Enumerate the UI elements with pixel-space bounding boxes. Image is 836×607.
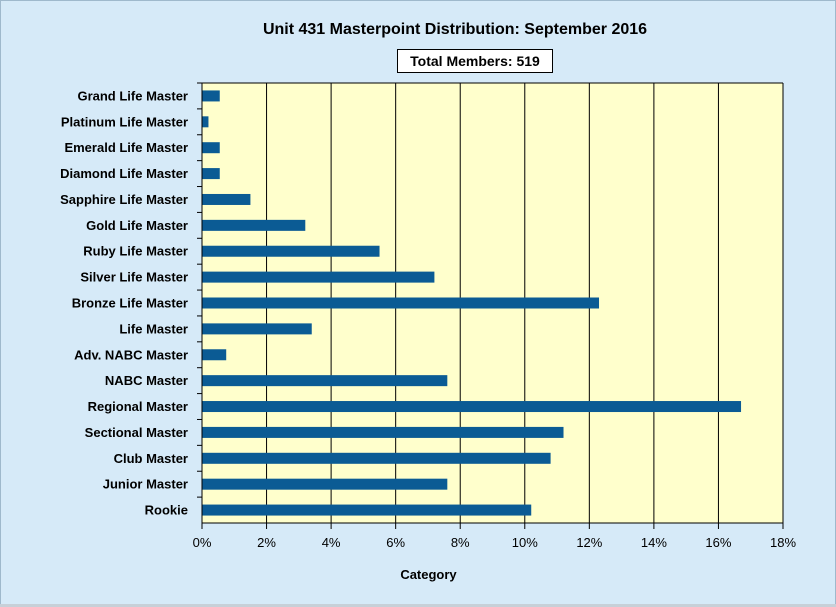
category-label: Junior Master: [103, 477, 188, 492]
bar: [202, 452, 551, 464]
bar: [202, 90, 220, 102]
category-label: Emerald Life Master: [64, 140, 188, 155]
bar: [202, 219, 306, 231]
bar: [202, 297, 600, 309]
bar: [202, 401, 742, 413]
category-label: Adv. NABC Master: [74, 347, 188, 362]
bar: [202, 245, 380, 257]
category-label: Sapphire Life Master: [60, 192, 188, 207]
bar: [202, 426, 564, 438]
x-tick-label: 8%: [451, 535, 470, 550]
category-label: Grand Life Master: [77, 88, 188, 103]
x-tick-label: 4%: [322, 535, 341, 550]
x-tick-label: 12%: [576, 535, 602, 550]
x-tick-label: 6%: [386, 535, 405, 550]
bar: [202, 116, 209, 128]
x-tick-label: 14%: [641, 535, 667, 550]
category-label: Sectional Master: [85, 425, 188, 440]
bar: [202, 168, 220, 180]
bottom-divider: [0, 604, 836, 607]
bar: [202, 142, 220, 154]
category-label: Club Master: [114, 451, 188, 466]
category-label: Ruby Life Master: [83, 244, 188, 259]
category-label: Regional Master: [88, 399, 188, 414]
total-members-box: Total Members: 519: [397, 49, 553, 73]
bar: [202, 193, 251, 205]
category-label: Gold Life Master: [86, 218, 188, 233]
category-label: Silver Life Master: [80, 270, 188, 285]
category-label: Bronze Life Master: [72, 296, 188, 311]
bar: [202, 375, 448, 387]
x-tick-label: 16%: [705, 535, 731, 550]
bars: [202, 90, 742, 516]
x-tick-label: 10%: [512, 535, 538, 550]
x-tick-label: 0%: [193, 535, 212, 550]
category-label: Diamond Life Master: [60, 166, 188, 181]
x-tick-labels: 0% 2% 4% 6% 8% 10% 12% 14% 16% 18%: [193, 535, 797, 550]
category-label: NABC Master: [105, 373, 188, 388]
bar: [202, 271, 435, 283]
x-tick-label: 2%: [257, 535, 276, 550]
category-label: Rookie: [145, 503, 188, 518]
category-label: Platinum Life Master: [61, 114, 188, 129]
x-axis-title: Category: [400, 567, 457, 582]
chart-title: Unit 431 Masterpoint Distribution: Septe…: [262, 21, 648, 38]
bar: [202, 349, 227, 361]
x-tick-label: 18%: [770, 535, 796, 550]
category-label: Life Master: [119, 321, 188, 336]
bar: [202, 504, 532, 516]
bar: [202, 323, 312, 335]
axes: [197, 82, 784, 529]
bar: [202, 478, 448, 490]
category-labels: Grand Life Master Platinum Life Master Eme…: [60, 88, 188, 517]
